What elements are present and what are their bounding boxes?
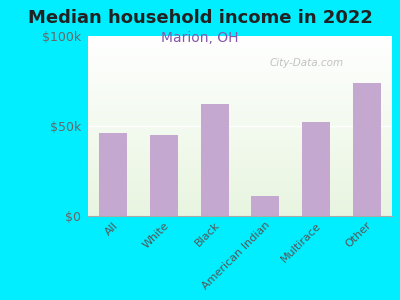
Bar [201,104,229,216]
Text: Median household income in 2022: Median household income in 2022 [28,9,372,27]
Bar [302,122,330,216]
Bar [251,196,279,216]
Bar [150,135,178,216]
Bar [353,83,380,216]
Text: Marion, OH: Marion, OH [161,32,239,46]
Text: City-Data.com: City-Data.com [270,58,344,68]
Bar [99,133,127,216]
